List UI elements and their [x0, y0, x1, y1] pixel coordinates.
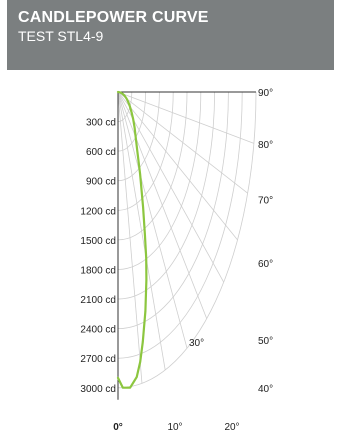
radial-tick-label: 600 cd: [86, 147, 116, 158]
angle-tick-label: 80°: [258, 140, 273, 151]
grid-spoke: [117, 91, 208, 319]
radial-tick-label: 900 cd: [86, 177, 116, 188]
grid-spoke: [117, 91, 188, 349]
angle-tick-label: 10°: [167, 422, 182, 430]
angle-tick-label: 50°: [258, 336, 273, 347]
angle-tick-label: 70°: [258, 196, 273, 207]
radial-tick-label: 1500 cd: [80, 236, 116, 247]
chart-subtitle: TEST STL4-9: [18, 28, 104, 44]
radial-tick-label: 1800 cd: [80, 265, 116, 276]
angle-tick-label: 20°: [224, 422, 239, 430]
grid-spoke: [117, 91, 143, 384]
radial-tick-label: 2400 cd: [80, 325, 116, 336]
grid-spoke: [117, 91, 225, 283]
radial-tick-label: 2700 cd: [80, 354, 116, 365]
radial-tick-label: 2100 cd: [80, 295, 116, 306]
chart-title: CANDLEPOWER CURVE: [18, 9, 209, 26]
radial-tick-label: 1200 cd: [80, 206, 116, 217]
chart-header: CANDLEPOWER CURVE TEST STL4-9: [7, 0, 334, 70]
grid-spoke: [117, 91, 238, 241]
radial-tick-label: 300 cd: [86, 118, 116, 129]
angle-tick-label: 40°: [258, 384, 273, 395]
angle-tick-label: 60°: [258, 259, 273, 270]
grid-spoke: [117, 91, 248, 194]
grid-spoke: [117, 91, 255, 144]
radial-tick-label: 3000 cd: [80, 384, 116, 395]
grid-spoke: [117, 91, 166, 371]
candlepower-series-line: [116, 90, 148, 389]
angle-tick-label: 30°: [189, 338, 204, 349]
angle-tick-label: 90°: [258, 88, 273, 99]
angle-tick-label: 0°: [113, 422, 123, 430]
